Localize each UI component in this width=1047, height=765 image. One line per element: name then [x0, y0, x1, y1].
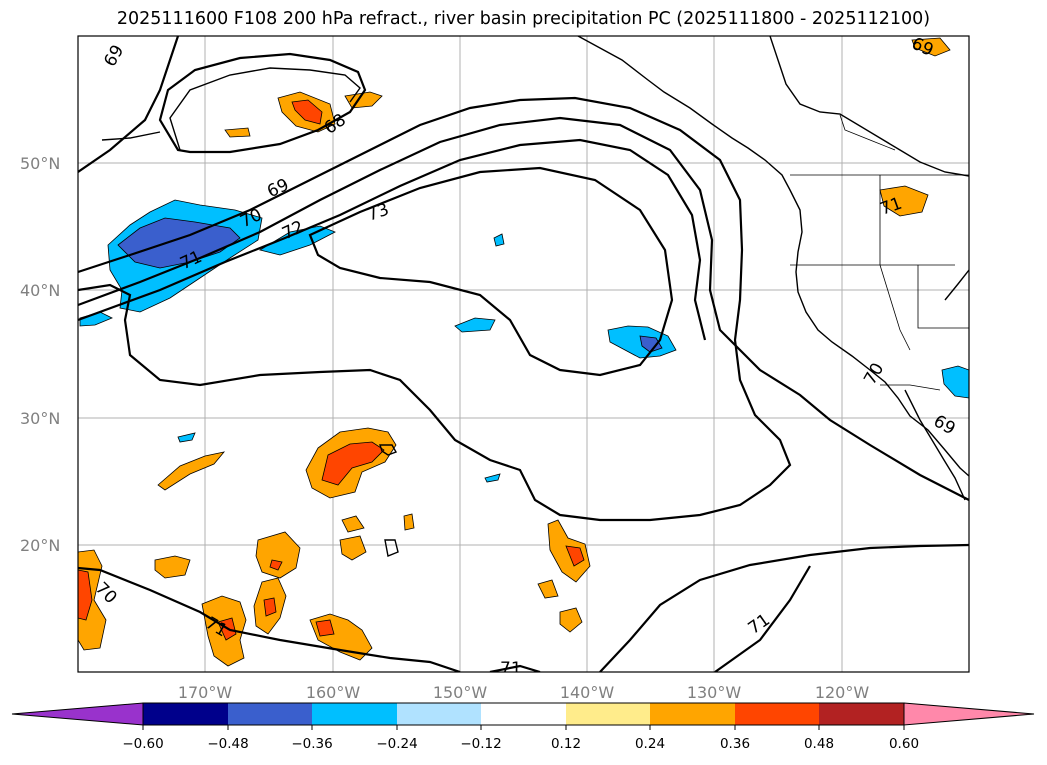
lon-label-170w: 170°W: [178, 683, 233, 702]
contour-label: 71: [500, 659, 522, 679]
colorbar-bin: [566, 703, 650, 725]
colorbar-bin: [650, 703, 735, 725]
colorbar-tick-label: −0.12: [460, 736, 501, 752]
lon-label-140w: 140°W: [560, 683, 615, 702]
lon-label-130w: 130°W: [687, 683, 742, 702]
colorbar-bin: [819, 703, 904, 725]
colorbar-tick-label: −0.60: [122, 736, 163, 752]
coastlines: [101, 36, 969, 557]
lat-label-50n: 50°N: [20, 154, 60, 173]
colorbar-bin: [397, 703, 481, 725]
colorbar: −0.60 −0.48 −0.36 −0.24 −0.12 0.12 0.24 …: [11, 702, 1035, 752]
colorbar-tick-label: 0.60: [889, 736, 919, 752]
longitude-labels: 170°W 160°W 150°W 140°W 130°W 120°W: [178, 683, 870, 702]
lat-label-40n: 40°N: [20, 281, 60, 300]
colorbar-bin: [481, 703, 566, 725]
colorbar-tick-label: −0.36: [291, 736, 332, 752]
lat-label-20n: 20°N: [20, 536, 60, 555]
colorbar-tick-label: 0.24: [635, 736, 665, 752]
colorbar-bin: [312, 703, 397, 725]
negative-pc-core-west: [117, 217, 241, 269]
colorbar-bin: [228, 703, 312, 725]
latitude-labels: 50°N 40°N 30°N 20°N: [20, 154, 60, 555]
colorbar-tick-label: −0.24: [376, 736, 417, 752]
lon-label-120w: 120°W: [815, 683, 870, 702]
colorbar-extend-max: [903, 702, 1035, 726]
map-frame: [77, 35, 970, 673]
colorbar-ticks: [142, 725, 905, 730]
lat-label-30n: 30°N: [20, 409, 60, 428]
political-borders: [790, 114, 969, 391]
precip-shading: [78, 37, 969, 667]
colorbar-extend-min: [11, 702, 144, 726]
refractivity-contours: [78, 36, 969, 672]
colorbar-bin: [143, 703, 228, 725]
map-area: [78, 36, 969, 672]
colorbar-tick-label: 0.12: [551, 736, 581, 752]
colorbar-tick-label: −0.48: [207, 736, 248, 752]
colorbar-bin: [735, 703, 819, 725]
gridlines: [78, 36, 969, 672]
lon-label-160w: 160°W: [306, 683, 361, 702]
lon-label-150w: 150°W: [433, 683, 488, 702]
colorbar-tick-label: 0.36: [720, 736, 750, 752]
map-title: 2025111600 F108 200 hPa refract., river …: [116, 9, 931, 29]
colorbar-tick-label: 0.48: [804, 736, 834, 752]
